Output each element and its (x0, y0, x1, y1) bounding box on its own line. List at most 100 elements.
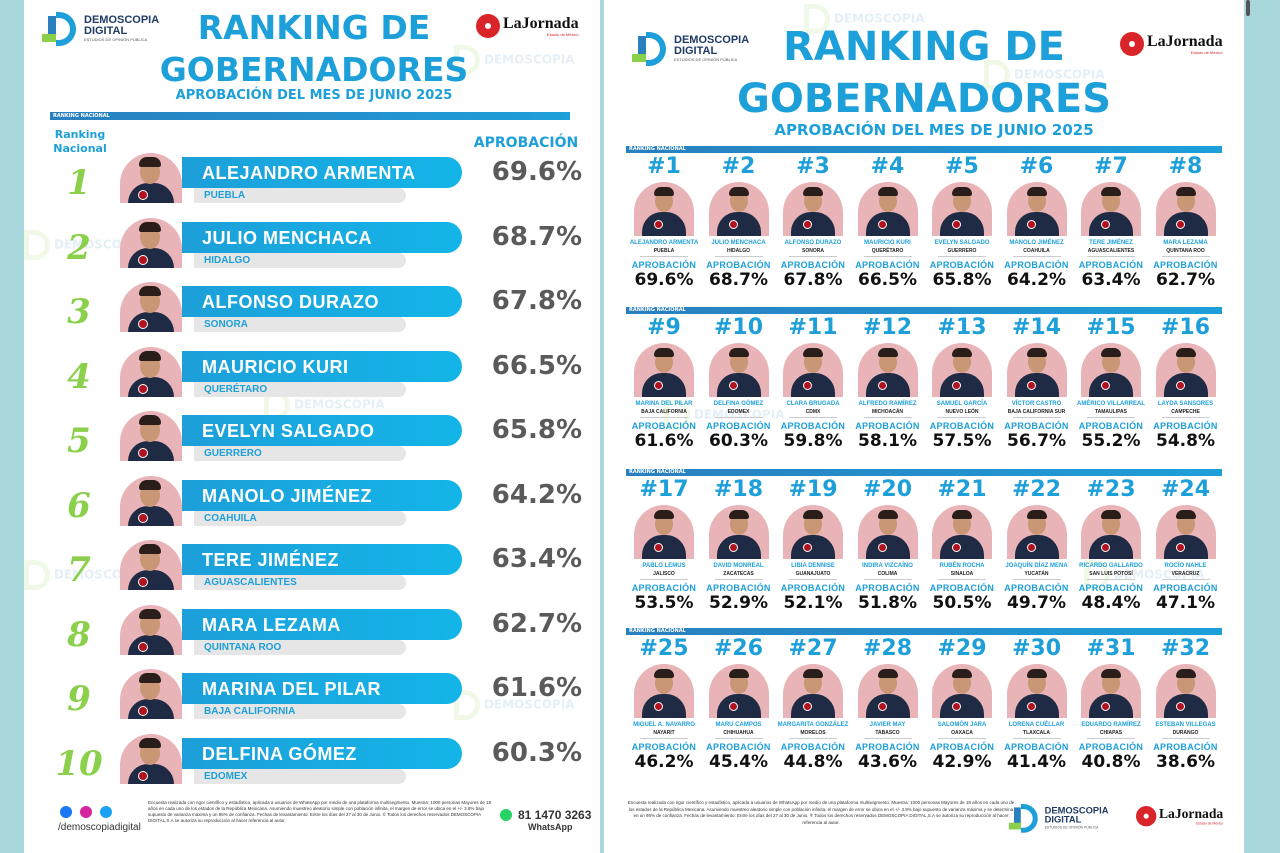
jornada-name: LaJornada (1147, 32, 1223, 50)
governor-photo (634, 182, 694, 236)
section-label: RANKING NACIONAL (53, 113, 110, 119)
state-name: CHIAPAS (1099, 730, 1123, 736)
state-name: AGUASCALIENTES (1087, 248, 1135, 254)
section-label: RANKING NACIONAL (629, 469, 686, 475)
logo-line2: DIGITAL (84, 25, 128, 37)
governor-name: ALFONSO DURAZO (784, 240, 842, 246)
approval-value: 52.9% (709, 593, 768, 613)
governor-card: #10 DELFINA GÓMEZ EDOMEX APROBACIÓN 60.3% (701, 315, 777, 471)
approval-label: APROBACIÓN (1078, 421, 1144, 431)
approval-value: 52.1% (783, 593, 843, 613)
rank-number: 3 (67, 292, 91, 332)
governor-card: #21 RUBÉN ROCHA SINALOA APROBACIÓN 50.5% (924, 477, 1000, 633)
approval-label: APROBACIÓN (706, 421, 771, 431)
rank-number: 7 (67, 550, 91, 590)
rank-number: 1 (67, 163, 91, 203)
instagram-icon[interactable] (80, 806, 92, 818)
governor-card: #19 LIBIA DENNISE GUANAJUATO APROBACIÓN 52.1… (775, 477, 851, 633)
twitter-icon[interactable] (100, 806, 112, 818)
rank-number: #23 (1086, 477, 1136, 502)
approval-label: APROBACIÓN (706, 742, 771, 752)
scrollbar[interactable] (1244, 0, 1280, 853)
governor-name: SAMUEL GARCÍA (936, 401, 988, 407)
governor-photo (1155, 664, 1216, 718)
approval-value: 69.6% (634, 270, 694, 290)
governor-photo (634, 664, 694, 718)
rank-number: #20 (862, 477, 913, 502)
governor-name: MAURICIO KURI (202, 356, 349, 377)
state-name: CDMX (805, 409, 821, 415)
logo-line1: DEMOSCOPIA (674, 34, 750, 46)
governor-name: TERE JIMÉNEZ (1089, 240, 1133, 246)
governor-name: EDUARDO RAMÍREZ (1081, 722, 1141, 728)
approval-value: 59.8% (783, 431, 843, 451)
state-bar: PUEBLA (194, 188, 406, 203)
approval-value: 60.3% (491, 737, 582, 768)
governor-card: #26 MARU CAMPOS CHIHUAHUA APROBACIÓN 45.4% (701, 636, 777, 792)
governor-photo (932, 182, 992, 236)
party-badge-icon (654, 220, 663, 229)
approval-value: 42.9% (932, 752, 992, 772)
governor-name: JAVIER MAY (869, 722, 906, 728)
rank-number: #11 (788, 315, 838, 340)
state-name: JALISCO (653, 571, 675, 577)
party-badge-icon (877, 381, 887, 390)
section-label: RANKING NACIONAL (629, 307, 686, 313)
scrollbar-thumb[interactable] (1246, 0, 1250, 16)
party-badge-icon (138, 319, 148, 329)
approval-label: APROBACIÓN (1153, 583, 1218, 593)
whatsapp-contact[interactable]: 81 1470 3263 (500, 808, 591, 822)
governor-card: #12 ALFREDO RAMÍREZ MICHOACÁN APROBACIÓN 58.… (850, 315, 926, 471)
name-bar: ALFONSO DURAZO (182, 286, 462, 317)
governor-name: DELFINA GÓMEZ (202, 743, 357, 764)
governor-card: #15 AMÉRICO VILLARREAL TAMAULIPAS APROBACIÓ… (1073, 315, 1149, 471)
governor-name: ALEJANDRO ARMENTA (202, 163, 416, 183)
party-badge-icon (877, 543, 887, 552)
governor-photo (1155, 343, 1216, 397)
approval-value: 66.5% (491, 350, 582, 381)
governor-name: MANOLO JIMÉNEZ (202, 485, 373, 506)
page-subtitle: APROBACIÓN DEL MES DE JUNIO 2025 (774, 121, 1094, 139)
governor-card: #23 RICARDO GALLARDO SAN LUIS POTOSÍ APROBA… (1073, 477, 1149, 633)
governor-photo (708, 664, 769, 718)
governor-photo (1081, 182, 1141, 236)
state-name: DURANGO (1172, 730, 1199, 736)
party-badge-icon (138, 770, 148, 781)
rank-number: #8 (1168, 154, 1203, 179)
governor-photo (120, 475, 182, 526)
governor-card: #5 EVELYN SALGADO GUERRERO APROBACIÓN 65.8% (924, 154, 1000, 310)
jornada-sub: Estado de México (546, 31, 579, 37)
approval-value: 67.8% (491, 286, 582, 316)
approval-value: 66.5% (858, 270, 917, 290)
social-handle[interactable]: /demoscopiadigital (58, 822, 141, 833)
facebook-icon[interactable] (60, 806, 72, 818)
party-badge-icon (138, 706, 148, 716)
governor-name: DELFINA GÓMEZ (713, 401, 764, 407)
governor-card: #16 LAYDA SANSORES CAMPECHE APROBACIÓN 54.8% (1148, 315, 1224, 471)
section-bar (626, 146, 1222, 153)
governor-photo (1006, 505, 1067, 559)
approval-value: 62.7% (1156, 270, 1215, 290)
governor-name: EVELYN SALGADO (202, 421, 375, 441)
rank-number: #21 (937, 477, 987, 502)
governor-card: #17 PABLO LEMUS JALISCO APROBACIÓN 53.5% (626, 477, 702, 633)
party-badge-icon (1026, 381, 1036, 390)
methodology-note: Encuesta realizada con rigor científico … (148, 800, 492, 823)
section-label: RANKING NACIONAL (629, 146, 686, 152)
ranking-row: 4 MAURICIO KURI QUERÉTARO 66.5% (24, 346, 600, 411)
demoscopia-d-icon (632, 32, 668, 66)
rank-number: 8 (67, 614, 91, 655)
approval-value: 38.6% (1156, 752, 1215, 772)
state-name: BAJA CALIFORNIA SUR (1007, 409, 1066, 415)
rank-number: #4 (870, 154, 905, 179)
state-bar: COAHUILA (194, 510, 406, 526)
approval-label: APROBACIÓN (631, 583, 697, 593)
approval-value: 65.8% (491, 415, 582, 445)
approval-label: APROBACIÓN (855, 583, 920, 593)
jornada-name: LaJornada (503, 14, 579, 32)
state-name: PUEBLA (204, 190, 246, 201)
page-subtitle: APROBACIÓN DEL MES DE JUNIO 2025 (175, 88, 453, 103)
rank-number: #29 (937, 636, 987, 661)
approval-value: 54.8% (1156, 431, 1215, 451)
party-badge-icon (138, 254, 148, 265)
